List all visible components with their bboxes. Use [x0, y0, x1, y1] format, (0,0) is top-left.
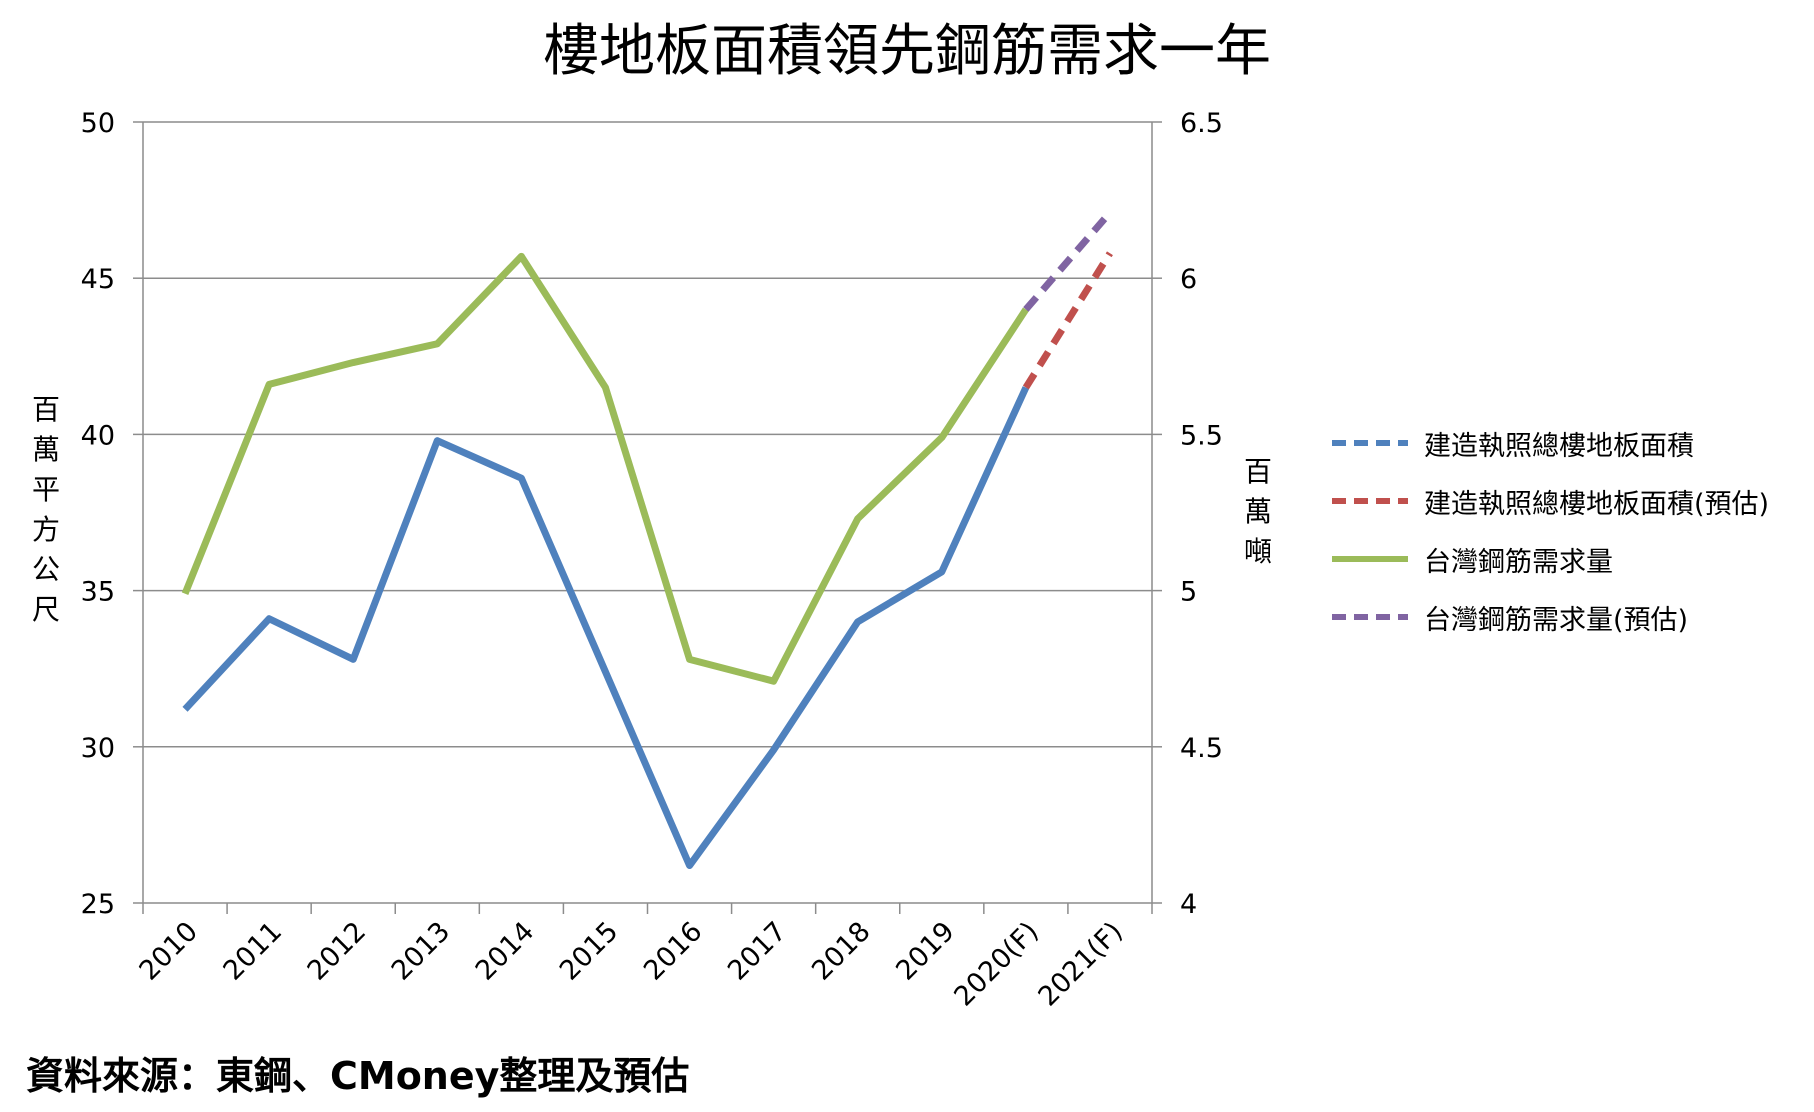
- x-tick-label: 2010: [133, 916, 204, 987]
- axes: [133, 121, 1162, 914]
- x-tick-label: 2020(F): [948, 916, 1044, 1012]
- x-tick-label: 2013: [386, 916, 457, 987]
- right-y-tick-label: 5.5: [1180, 420, 1223, 451]
- legend-label: 建造執照總樓地板面積(預估): [1424, 488, 1770, 520]
- axis-label-char: 萬: [1243, 495, 1272, 528]
- source-note: 資料來源：東鋼、CMoney整理及預估: [26, 1054, 690, 1098]
- series-line-0: [182, 386, 1030, 870]
- x-tick-label: 2011: [218, 916, 289, 987]
- axis-label-char: 公: [31, 553, 60, 586]
- right-y-tick-label: 4: [1180, 889, 1197, 920]
- axis-label-char: 平: [31, 473, 60, 506]
- right-y-tick-label: 5: [1180, 577, 1197, 608]
- x-tick-label: 2012: [302, 916, 373, 987]
- x-tick-label: 2016: [638, 916, 709, 987]
- legend-item: 台灣鋼筋需求量: [1330, 530, 1769, 588]
- legend-swatch-floor-area-forecast: [1332, 498, 1408, 504]
- right-y-tick-label: 6: [1180, 264, 1197, 295]
- axis-label-char: 方: [31, 513, 60, 546]
- axis-label-char: 百: [31, 393, 60, 426]
- left-y-tick-label: 25: [81, 889, 115, 920]
- left-y-axis-label: 百萬平方公尺: [26, 390, 66, 630]
- series-line-1: [1022, 251, 1113, 390]
- axis-label-char: 尺: [31, 593, 60, 626]
- legend-item: 建造執照總樓地板面積: [1330, 414, 1769, 472]
- x-tick-label: 2014: [470, 916, 541, 987]
- legend-swatch-rebar-demand: [1332, 556, 1408, 562]
- x-tick-label: 2018: [806, 916, 877, 987]
- series-line-2: [181, 252, 1029, 685]
- x-tick-label: 2019: [890, 916, 961, 987]
- right-y-tick-label: 6.5: [1180, 108, 1223, 139]
- tick-labels: 25 4 30 4.5 35 5 40 5.5 45 6 50 6.5 2010 2011 2012 2013…: [81, 108, 1223, 1012]
- legend-item: 台灣鋼筋需求量(預估): [1330, 588, 1769, 646]
- left-y-tick-label: 45: [81, 264, 115, 295]
- axis-label-char: 噸: [1243, 535, 1272, 568]
- left-y-tick-label: 50: [81, 108, 115, 139]
- legend-label: 台灣鋼筋需求量: [1424, 546, 1613, 578]
- right-y-tick-label: 4.5: [1180, 733, 1223, 764]
- x-tick-label: 2017: [722, 916, 793, 987]
- left-y-tick-label: 40: [81, 420, 115, 451]
- left-y-tick-label: 30: [81, 733, 115, 764]
- series-lines: [181, 210, 1113, 870]
- x-tick-label: 2015: [554, 916, 625, 987]
- legend: 建造執照總樓地板面積 建造執照總樓地板面積(預估) 台灣鋼筋需求量 台灣鋼筋需求…: [1330, 414, 1769, 646]
- legend-swatch-floor-area: [1332, 440, 1408, 446]
- legend-label: 建造執照總樓地板面積: [1424, 430, 1694, 462]
- series-line-3: [1023, 210, 1113, 312]
- right-y-axis-label: 百萬噸: [1238, 452, 1278, 572]
- chart-title: 樓地板面積領先鋼筋需求一年: [543, 19, 1271, 84]
- axis-label-char: 百: [1243, 455, 1272, 488]
- axis-label-char: 萬: [31, 433, 60, 466]
- legend-item: 建造執照總樓地板面積(預估): [1330, 472, 1769, 530]
- legend-label: 台灣鋼筋需求量(預估): [1424, 604, 1689, 636]
- left-y-tick-label: 35: [81, 577, 115, 608]
- legend-swatch-rebar-demand-forecast: [1332, 614, 1408, 620]
- x-tick-label: 2021(F): [1033, 916, 1129, 1012]
